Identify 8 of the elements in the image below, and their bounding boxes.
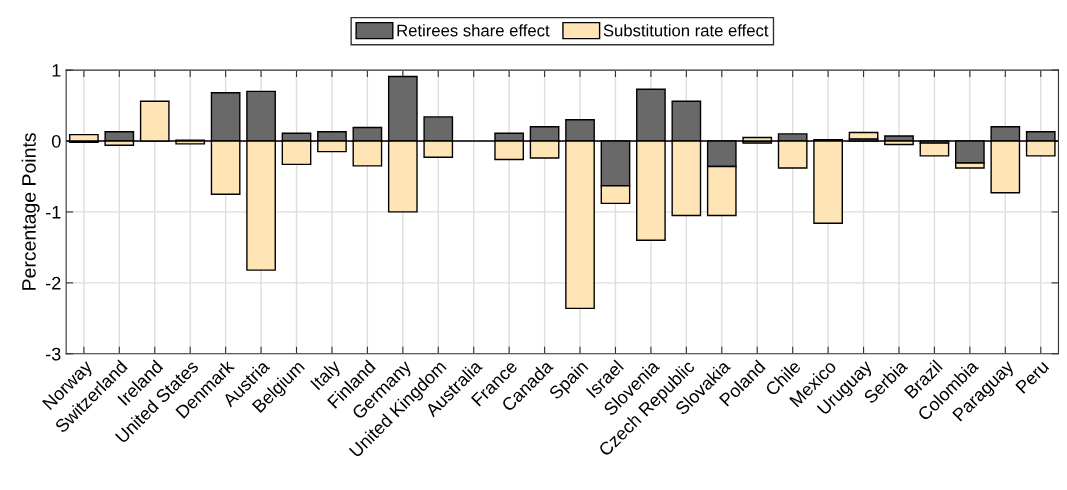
- legend-label: Substitution rate effect: [603, 24, 769, 37]
- y-axis-title: Percentage Points: [21, 133, 40, 290]
- legend-label: Retirees share effect: [397, 24, 550, 37]
- y-tick-label: -3: [46, 347, 61, 361]
- y-tick-label: 1: [52, 64, 61, 77]
- y-tick-label: -1: [46, 206, 61, 219]
- y-tick-label: -2: [46, 276, 61, 290]
- y-tick-label: 0: [51, 134, 61, 148]
